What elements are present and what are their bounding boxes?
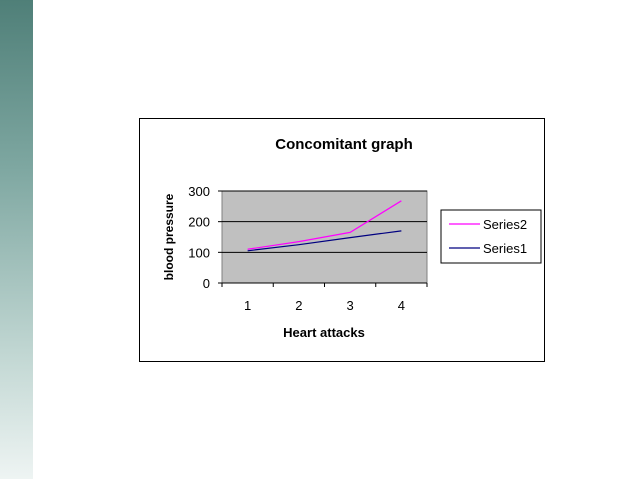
x-tick-label: 4 (398, 298, 405, 313)
y-axis-label: blood pressure (162, 193, 176, 280)
series-line-series2 (247, 200, 402, 250)
x-axis-label: Heart attacks (283, 325, 365, 340)
gridlines (222, 190, 427, 253)
x-tick-label: 3 (347, 298, 354, 313)
chart-frame: Concomitant graph 0 100 200 300 1 2 3 4 Heart a… (139, 118, 545, 362)
legend-box (440, 209, 542, 264)
y-tick-label: 300 (188, 184, 210, 199)
y-tick-label: 200 (188, 215, 210, 230)
line-chart: Concomitant graph 0 100 200 300 1 2 3 4 Heart a… (162, 136, 542, 340)
legend-label: Series1 (483, 241, 527, 256)
series-line-series1 (247, 230, 402, 252)
series-lines (247, 200, 402, 252)
legend: Series2 Series1 (449, 217, 527, 256)
x-tick-label: 1 (244, 298, 251, 313)
axes: 0 100 200 300 1 2 3 4 (188, 184, 428, 313)
slide-side-bar (0, 0, 33, 479)
legend-label: Series2 (483, 217, 527, 232)
y-tick-label: 0 (203, 276, 210, 291)
chart-title: Concomitant graph (275, 136, 413, 153)
x-tick-label: 2 (295, 298, 302, 313)
y-tick-label: 100 (188, 245, 210, 260)
